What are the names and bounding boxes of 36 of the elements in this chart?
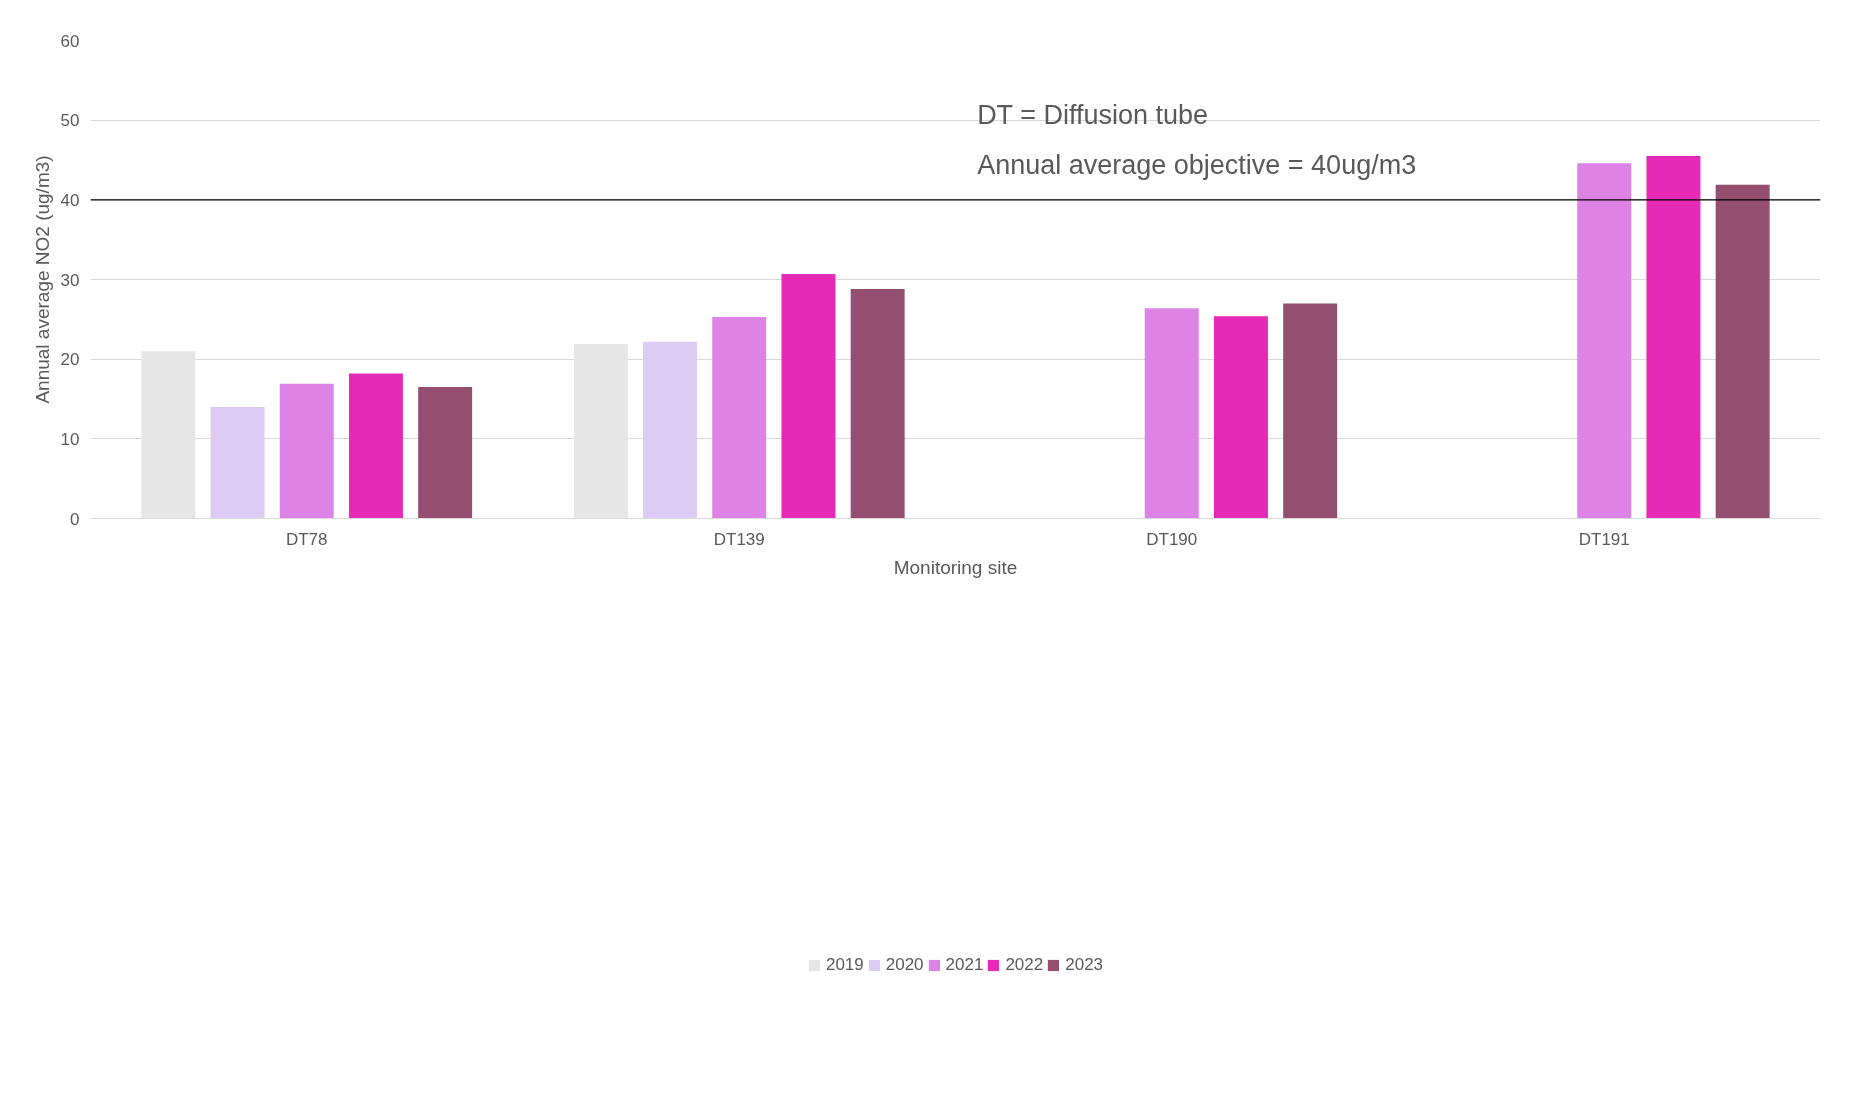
y-tick-label: 20 (60, 350, 80, 370)
bar (418, 387, 473, 519)
x-axis-title: Monitoring site (893, 556, 1018, 578)
y-tick-label: 10 (60, 429, 80, 449)
annotation: DT = Diffusion tube (977, 99, 1209, 130)
bar (1144, 308, 1199, 519)
bar (781, 273, 836, 519)
bar (573, 344, 628, 519)
bar (141, 351, 196, 519)
y-tick-label: 30 (60, 270, 80, 290)
x-tick-label: DT190 (1146, 529, 1198, 549)
legend-label: 2022 (1005, 955, 1044, 975)
legend-label: 2021 (945, 955, 984, 975)
bar (1283, 303, 1338, 519)
x-tick-label: DT78 (285, 529, 328, 549)
legend-label: 2023 (1065, 955, 1104, 975)
x-tick-label: DT139 (713, 529, 765, 549)
legend-label: 2020 (885, 955, 924, 975)
bar (210, 406, 265, 519)
bar (1646, 156, 1701, 519)
y-tick-label: 60 (60, 31, 80, 51)
y-tick-label: 50 (60, 111, 80, 131)
bar (348, 373, 403, 519)
legend-label: 2019 (825, 955, 864, 975)
bar (1715, 184, 1770, 519)
bar (850, 289, 905, 519)
bar (1577, 163, 1632, 519)
bar (279, 383, 334, 519)
y-tick-label: 0 (70, 509, 80, 529)
y-axis-title: Annual average NO2 (ug/m3) (31, 155, 53, 404)
y-tick-label: 40 (60, 190, 80, 210)
ref-line-label: Annual average objective = 40ug/m3 (977, 149, 1417, 180)
x-tick-label: DT191 (1578, 529, 1630, 549)
bar (712, 316, 767, 519)
bar (643, 341, 698, 519)
bar (1213, 316, 1268, 519)
